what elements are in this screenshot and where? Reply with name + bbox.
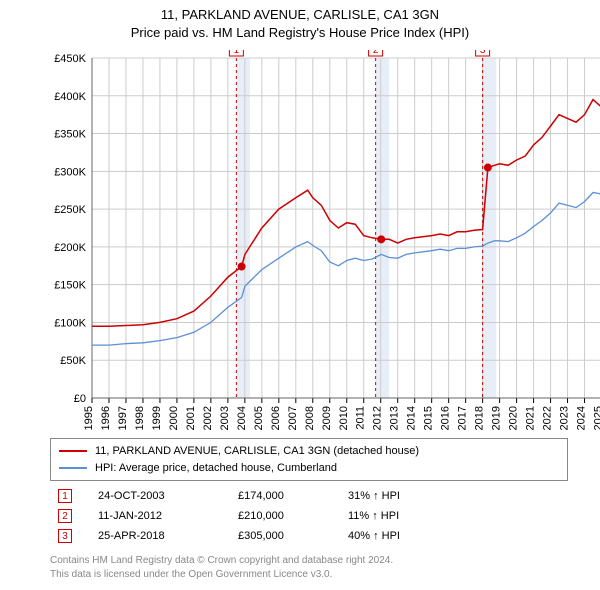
- event-price-2: £210,000: [238, 510, 348, 522]
- svg-text:£400K: £400K: [54, 91, 86, 103]
- svg-text:2013: 2013: [389, 406, 401, 430]
- event-pct-3: 40% ↑ HPI: [348, 530, 458, 542]
- title-block: 11, PARKLAND AVENUE, CARLISLE, CA1 3GN P…: [0, 0, 600, 42]
- svg-text:2015: 2015: [423, 406, 435, 430]
- svg-text:£150K: £150K: [54, 280, 86, 292]
- svg-text:2017: 2017: [457, 406, 469, 430]
- svg-text:1998: 1998: [134, 406, 146, 430]
- event-pct-1: 31% ↑ HPI: [348, 490, 458, 502]
- event-price-1: £174,000: [238, 490, 348, 502]
- title-line2: Price paid vs. HM Land Registry's House …: [0, 24, 600, 42]
- event-date-1: 24-OCT-2003: [98, 490, 238, 502]
- svg-text:2000: 2000: [168, 406, 180, 430]
- svg-text:2003: 2003: [219, 406, 231, 430]
- svg-text:2020: 2020: [508, 406, 520, 430]
- svg-text:2022: 2022: [542, 406, 554, 430]
- svg-text:3: 3: [480, 50, 486, 56]
- svg-text:1995: 1995: [83, 406, 95, 430]
- svg-text:2018: 2018: [474, 406, 486, 430]
- chart-svg: £0 £50K £100K £150K £200K £250K £300K £350K £400…: [50, 50, 600, 450]
- legend-swatch-property: [59, 450, 87, 452]
- svg-text:2004: 2004: [236, 406, 248, 430]
- chart-container: 11, PARKLAND AVENUE, CARLISLE, CA1 3GN P…: [0, 0, 600, 590]
- title-line1: 11, PARKLAND AVENUE, CARLISLE, CA1 3GN: [0, 6, 600, 24]
- svg-text:£450K: £450K: [54, 53, 86, 65]
- footer-line1: Contains HM Land Registry data © Crown c…: [50, 554, 568, 568]
- svg-text:2011: 2011: [355, 406, 367, 430]
- svg-text:1999: 1999: [151, 406, 163, 430]
- legend-row-hpi: HPI: Average price, detached house, Cumb…: [59, 460, 559, 477]
- event-date-3: 25-APR-2018: [98, 530, 238, 542]
- svg-text:2023: 2023: [559, 406, 571, 430]
- event-marker-1: 1: [58, 489, 72, 503]
- svg-text:2006: 2006: [270, 406, 282, 430]
- svg-text:£200K: £200K: [54, 242, 86, 254]
- svg-text:2007: 2007: [287, 406, 299, 430]
- event-marker-3: 3: [58, 529, 72, 543]
- svg-text:1996: 1996: [100, 406, 112, 430]
- svg-text:2009: 2009: [321, 406, 333, 430]
- svg-text:2010: 2010: [338, 406, 350, 430]
- event-price-3: £305,000: [238, 530, 348, 542]
- svg-text:2: 2: [373, 50, 379, 56]
- event-pct-2: 11% ↑ HPI: [348, 510, 458, 522]
- footer-line2: This data is licensed under the Open Gov…: [50, 568, 568, 582]
- svg-text:£300K: £300K: [54, 166, 86, 178]
- svg-text:2005: 2005: [253, 406, 265, 430]
- svg-text:2002: 2002: [202, 406, 214, 430]
- svg-text:£350K: £350K: [54, 129, 86, 141]
- svg-text:2014: 2014: [406, 406, 418, 430]
- svg-text:2025: 2025: [593, 406, 600, 430]
- legend-label-hpi: HPI: Average price, detached house, Cumb…: [95, 460, 337, 477]
- event-row-2: 2 11-JAN-2012 £210,000 11% ↑ HPI: [50, 506, 568, 526]
- legend-box: 11, PARKLAND AVENUE, CARLISLE, CA1 3GN (…: [50, 438, 568, 481]
- svg-text:1: 1: [234, 50, 240, 56]
- legend-row-property: 11, PARKLAND AVENUE, CARLISLE, CA1 3GN (…: [59, 443, 559, 460]
- svg-text:£250K: £250K: [54, 204, 86, 216]
- svg-text:2012: 2012: [372, 406, 384, 430]
- event-marker-2: 2: [58, 509, 72, 523]
- chart-area: £0£50K£100K£150K£200K£250K£300K£350K£400…: [50, 50, 568, 390]
- svg-text:2008: 2008: [304, 406, 316, 430]
- svg-text:£50K: £50K: [60, 355, 86, 367]
- svg-text:£0: £0: [74, 393, 86, 405]
- svg-text:2019: 2019: [491, 406, 503, 430]
- svg-text:2024: 2024: [576, 406, 588, 430]
- events-table: 1 24-OCT-2003 £174,000 31% ↑ HPI 2 11-JA…: [50, 482, 568, 546]
- event-row-1: 1 24-OCT-2003 £174,000 31% ↑ HPI: [50, 486, 568, 506]
- svg-text:£100K: £100K: [54, 317, 86, 329]
- legend-label-property: 11, PARKLAND AVENUE, CARLISLE, CA1 3GN (…: [95, 443, 419, 460]
- svg-text:2021: 2021: [525, 406, 537, 430]
- svg-text:2001: 2001: [185, 406, 197, 430]
- event-date-2: 11-JAN-2012: [98, 510, 238, 522]
- svg-text:2016: 2016: [440, 406, 452, 430]
- event-row-3: 3 25-APR-2018 £305,000 40% ↑ HPI: [50, 526, 568, 546]
- footer-block: Contains HM Land Registry data © Crown c…: [50, 554, 568, 581]
- legend-swatch-hpi: [59, 467, 87, 469]
- svg-text:1997: 1997: [117, 406, 129, 430]
